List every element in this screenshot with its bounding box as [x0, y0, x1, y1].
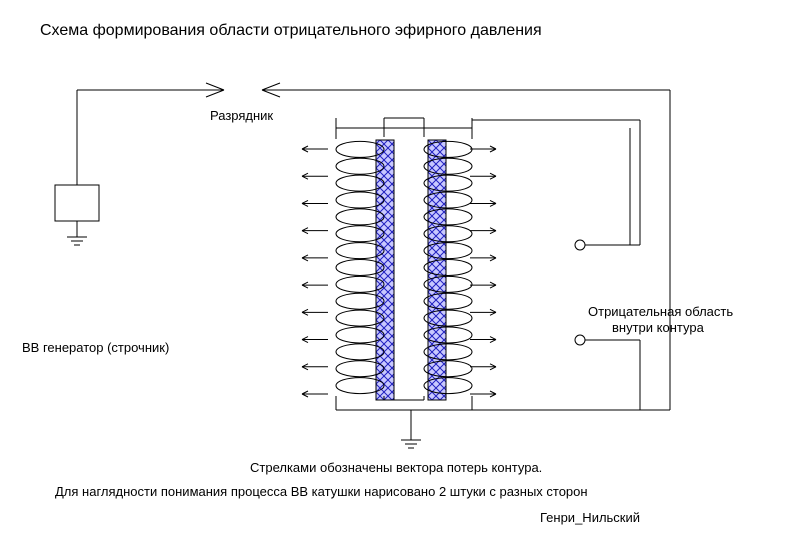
circuit-diagram [0, 0, 800, 537]
